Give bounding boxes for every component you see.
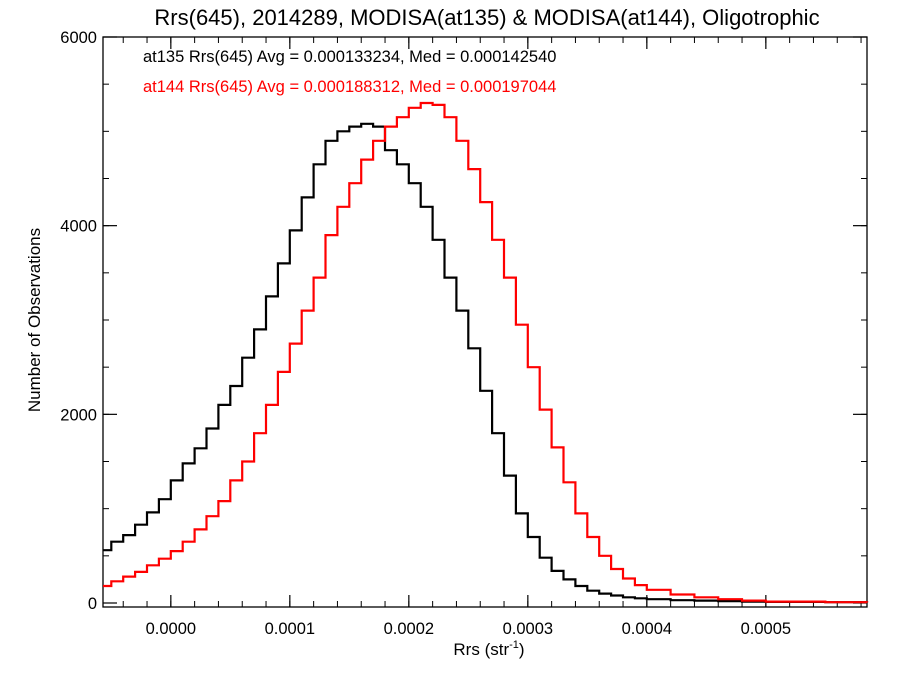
y-axis-label: Number of Observations xyxy=(25,228,44,412)
x-tick-label: 0.0003 xyxy=(503,620,553,638)
x-axis-label-main: Rrs (str xyxy=(453,640,509,659)
y-tick-label: 0 xyxy=(88,595,97,613)
chart-title: Rrs(645), 2014289, MODISA(at135) & MODIS… xyxy=(154,5,819,30)
x-axis-label: Rrs (str-1) xyxy=(453,639,524,659)
x-tick-label: 0.0004 xyxy=(622,620,672,638)
series-group xyxy=(103,101,869,604)
x-axis-label-superscript: -1 xyxy=(509,639,519,651)
legend-entry-at135: at135 Rrs(645) Avg = 0.000133234, Med = … xyxy=(143,48,556,66)
legend-entry-at144: at144 Rrs(645) Avg = 0.000188312, Med = … xyxy=(143,78,556,96)
x-tick-label: 0.0001 xyxy=(265,620,315,638)
x-tick-label: 0.0005 xyxy=(741,620,791,638)
y-tick-label: 4000 xyxy=(60,218,97,236)
x-axis-label-close: ) xyxy=(519,640,525,659)
plot-frame xyxy=(102,36,868,608)
y-tick-label: 2000 xyxy=(60,406,97,424)
series-line-at135 xyxy=(103,122,869,604)
y-tick-label: 6000 xyxy=(60,29,97,47)
x-tick-label: 0.0000 xyxy=(146,620,196,638)
series-line-at144 xyxy=(103,101,869,604)
x-tick-label: 0.0002 xyxy=(384,620,434,638)
axes: 0.0000 0.0001 0.0002 0.0003 0.0004 0.0005 0 200… xyxy=(60,29,868,638)
